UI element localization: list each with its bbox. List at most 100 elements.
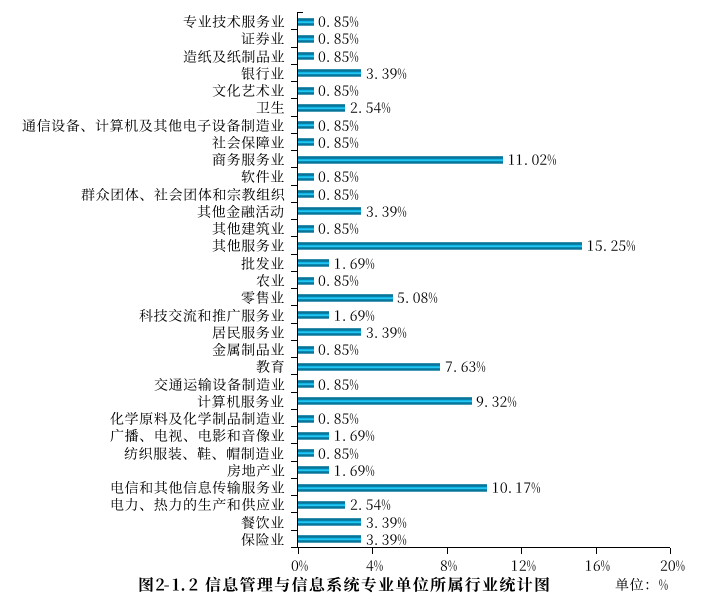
value-label (476, 392, 518, 411)
value-label (445, 357, 487, 376)
y-axis-tick (291, 29, 297, 31)
category-label (124, 444, 287, 463)
y-axis-tick (291, 495, 297, 497)
y-axis-tick (291, 529, 297, 531)
category-label (226, 461, 288, 480)
bar (298, 380, 314, 389)
category-label (241, 288, 287, 307)
category-label (241, 29, 287, 48)
category-label (241, 64, 287, 83)
x-axis-line (291, 547, 670, 548)
category-label (241, 513, 287, 532)
category-label (110, 495, 288, 514)
value-label (318, 340, 360, 359)
y-axis-tick (291, 391, 297, 393)
value-label (318, 47, 360, 66)
bar (298, 190, 314, 199)
category-label (241, 167, 287, 186)
bar (298, 241, 583, 250)
bar (298, 449, 314, 458)
bar (298, 311, 330, 320)
x-axis-tick-label (585, 556, 611, 575)
bar (298, 414, 314, 423)
category-label (212, 81, 287, 100)
y-axis-tick (291, 150, 297, 152)
chart-title (138, 574, 554, 595)
value-label (318, 167, 360, 186)
value-label (334, 306, 376, 325)
y-axis-line (297, 12, 298, 548)
y-axis-tick (291, 374, 297, 376)
y-axis-tick (291, 184, 297, 186)
category-label (110, 478, 288, 497)
x-axis-tick-label (660, 556, 686, 575)
value-label (334, 426, 376, 445)
bar (298, 86, 314, 95)
y-axis-tick (291, 322, 297, 324)
value-label (366, 530, 408, 549)
category-label (197, 202, 287, 221)
y-axis-tick (291, 512, 297, 514)
x-axis-tick (595, 548, 597, 554)
value-label (318, 375, 360, 394)
unit-label (615, 575, 669, 594)
bar (298, 397, 472, 406)
x-axis-tick (446, 548, 448, 554)
y-axis-tick (291, 270, 297, 272)
y-axis-tick (291, 460, 297, 462)
x-axis-tick-label (440, 556, 458, 575)
bar (298, 518, 362, 527)
category-label (110, 409, 288, 428)
y-axis-tick (291, 219, 297, 221)
category-label (241, 254, 287, 273)
value-label (318, 29, 360, 48)
value-label (318, 409, 360, 428)
value-label (318, 444, 360, 463)
value-label (318, 219, 360, 238)
y-axis-tick (298, 12, 303, 13)
value-label (366, 323, 408, 342)
bar (298, 259, 330, 268)
y-axis-tick (291, 477, 297, 479)
y-axis-tick (291, 201, 297, 203)
y-axis-tick (291, 115, 297, 117)
bar (298, 500, 346, 509)
bar (298, 483, 488, 492)
y-axis-tick (291, 408, 297, 410)
y-axis-tick (291, 288, 297, 290)
value-label (318, 133, 360, 152)
category-label (197, 392, 287, 411)
value-label (366, 513, 408, 532)
y-axis-tick (291, 443, 297, 445)
category-label (212, 340, 287, 359)
bar (298, 535, 362, 544)
bar (298, 121, 314, 130)
bar (298, 293, 393, 302)
y-axis-tick (291, 63, 297, 65)
value-label (587, 236, 637, 255)
x-axis-tick-label (366, 556, 384, 575)
bar (298, 207, 362, 216)
value-label (492, 478, 542, 497)
category-label (212, 133, 287, 152)
bar (298, 17, 314, 26)
category-label (139, 306, 287, 325)
y-axis-tick (291, 46, 297, 48)
bar (298, 103, 346, 112)
category-label (256, 98, 288, 117)
y-axis-tick (291, 132, 297, 134)
x-axis-tick-label (511, 556, 537, 575)
y-axis-tick (291, 305, 297, 307)
value-label (318, 12, 360, 31)
value-label (318, 271, 360, 290)
x-axis-tick (670, 548, 671, 554)
category-label (256, 357, 288, 376)
value-label (366, 64, 408, 83)
category-label (183, 12, 288, 31)
y-axis-tick (291, 253, 297, 255)
category-label (212, 236, 287, 255)
x-axis-tick-label (291, 556, 309, 575)
bar (298, 172, 314, 181)
y-axis-tick (291, 236, 297, 238)
